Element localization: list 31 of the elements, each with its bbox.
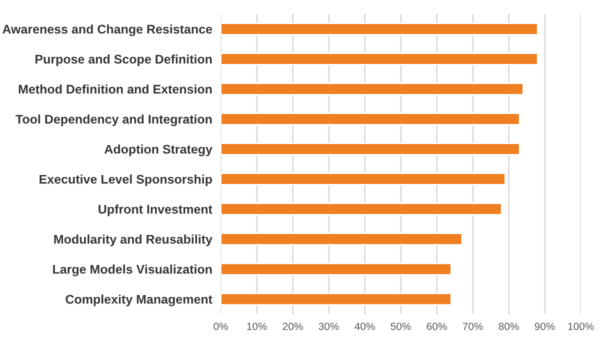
x-tick-label: 90% xyxy=(534,322,555,330)
x-tick-label: 30% xyxy=(318,322,339,330)
x-tick-label: 70% xyxy=(462,322,483,330)
bar xyxy=(220,112,520,126)
y-tick-label: Complexity Management xyxy=(66,294,212,306)
y-tick-label: Tool Dependency and Integration xyxy=(16,114,212,126)
bar xyxy=(220,232,463,246)
x-tick-label: 60% xyxy=(426,322,447,330)
x-tick-label: 10% xyxy=(247,322,267,330)
y-tick-label: Executive Level Sponsorship xyxy=(40,174,212,186)
bar xyxy=(220,142,520,156)
y-tick-label: Modularity and Reusability xyxy=(54,234,212,246)
y-tick-label: Method Definition and Extension xyxy=(18,84,212,94)
x-tick-label: 80% xyxy=(498,322,519,330)
y-tick-label: Large Models Visualization xyxy=(53,264,212,276)
x-tick-label: 0% xyxy=(214,322,228,330)
y-tick-label: Adoption Strategy xyxy=(104,144,212,156)
bar xyxy=(220,202,502,216)
bar xyxy=(220,22,538,36)
bar xyxy=(220,262,452,276)
x-tick-label: 40% xyxy=(354,322,375,330)
x-tick-label: 100% xyxy=(568,322,594,330)
bar xyxy=(220,172,506,186)
y-tick-label: Upfront Investment xyxy=(98,204,212,216)
x-tick-label: 20% xyxy=(282,322,303,330)
bar xyxy=(220,82,524,96)
y-tick-label: Awareness and Change Resistance xyxy=(2,24,212,36)
x-tick-label: 50% xyxy=(390,322,411,330)
bar xyxy=(220,52,538,66)
bar xyxy=(220,292,452,306)
y-tick-label: Purpose and Scope Definition xyxy=(36,54,212,66)
